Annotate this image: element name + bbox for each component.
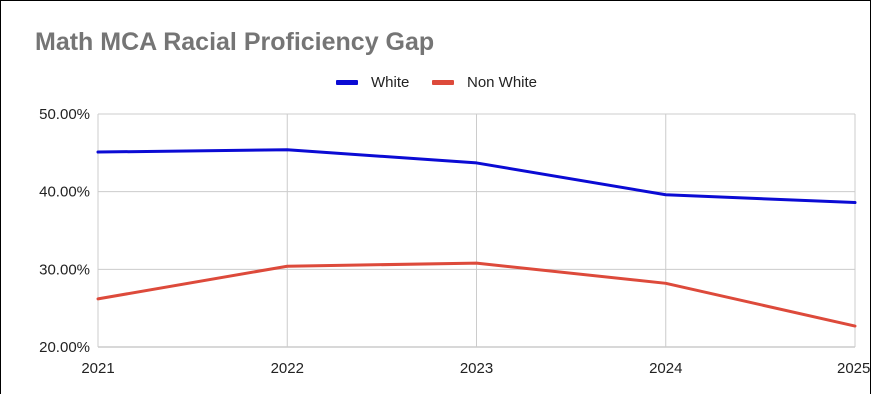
chart-legend: White Non White xyxy=(1,72,871,92)
y-tick-label: 20.00% xyxy=(39,339,90,356)
x-tick-label: 2024 xyxy=(649,360,682,377)
chart-title: Math MCA Racial Proficiency Gap xyxy=(35,28,435,56)
x-tick-label: 2022 xyxy=(271,360,304,377)
y-tick-label: 50.00% xyxy=(39,106,90,123)
x-tick-label: 2025 xyxy=(837,360,870,377)
legend-swatch-non-white xyxy=(432,79,454,85)
legend-label-white: White xyxy=(371,73,410,91)
y-tick-label: 40.00% xyxy=(39,184,90,201)
legend-label-non-white: Non White xyxy=(467,73,538,91)
x-tick-label: 2023 xyxy=(460,360,493,377)
x-tick-label: 2021 xyxy=(81,360,114,377)
legend-item-non-white: Non White xyxy=(432,72,537,92)
legend-swatch-white xyxy=(336,79,358,85)
y-tick-label: 30.00% xyxy=(39,261,90,278)
legend-item-white: White xyxy=(336,72,409,92)
